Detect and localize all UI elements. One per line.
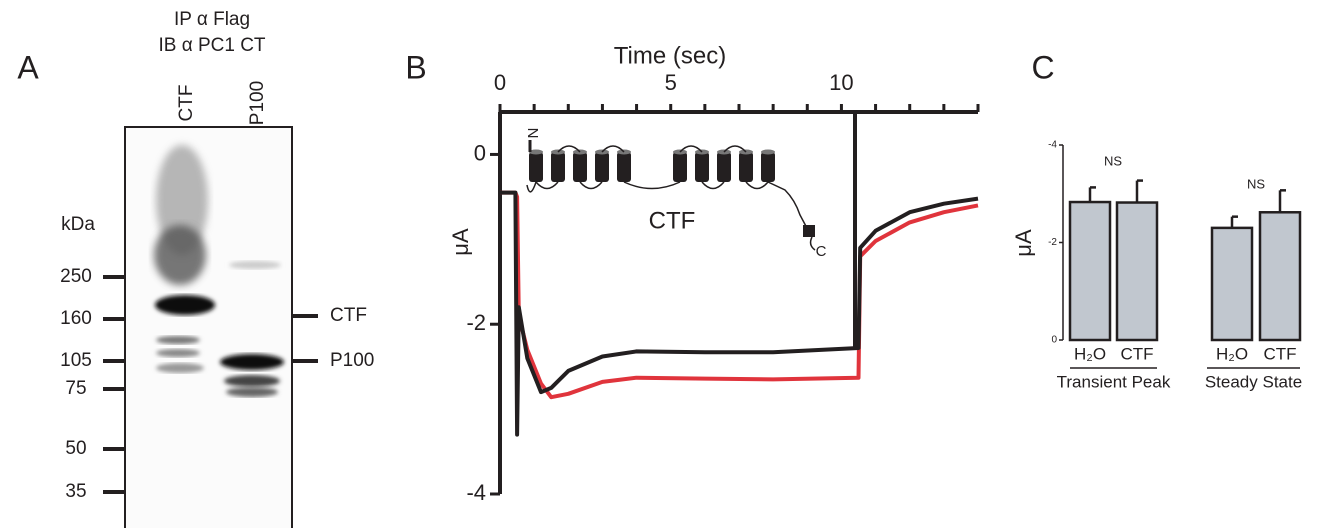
helix [717,152,731,182]
y-tick-label: -2 [466,310,486,335]
trace [500,190,979,437]
marker-label: 160 [60,308,92,329]
bar [1115,201,1159,342]
blot [124,126,293,528]
helix [529,152,543,182]
marker-label: 250 [60,266,92,287]
y-tick-label: 0 [474,140,486,165]
topology-inset [526,140,816,251]
marker-label: 35 [65,481,86,502]
group-label: Steady State [1205,372,1302,391]
helix-cap [761,149,775,155]
c-tail [809,236,816,251]
y-tick-label: -4 [466,480,486,505]
helix-cap [529,149,543,155]
helix [617,152,631,182]
marker-label: 105 [60,350,92,371]
inset-c: C [816,243,827,260]
x-tick-label: H₂O [1216,344,1248,363]
helix [551,152,565,182]
helix [673,152,687,182]
c-domain [803,225,815,237]
helix [739,152,753,182]
helix [573,152,587,182]
x-tick-label: 10 [829,70,853,95]
significance: NS [1104,153,1122,168]
marker-label: 75 [65,378,86,399]
helix [761,152,775,182]
trace [500,190,979,400]
panel-label: B [405,49,426,85]
panel-label: C [1031,49,1054,85]
y-tick-label: 0 [1051,335,1057,346]
blot-header: IB α PC1 CT [158,35,265,56]
group-label: Transient Peak [1057,372,1171,391]
x-tick-label: H₂O [1074,344,1106,363]
x-axis-title: Time (sec) [614,42,726,69]
x-tick-label: CTF [1120,344,1153,363]
blot-header: IP α Flag [174,9,250,30]
lane-label: CTF [176,85,197,122]
y-axis-title: μA [1011,229,1036,257]
significance: NS [1247,176,1265,191]
bar [1068,200,1112,342]
y-tick-label: -2 [1048,237,1057,248]
panel-label: A [17,49,39,85]
y-tick-label: -4 [1048,140,1057,151]
marker-label: 50 [65,438,86,459]
loops [526,145,809,231]
x-tick-label: 5 [665,70,677,95]
unit-label: kDa [61,214,95,235]
bar [1258,211,1302,342]
x-tick-label: CTF [1263,344,1296,363]
helix [595,152,609,182]
inset-n: N [524,128,541,139]
lane-label: P100 [247,81,268,125]
y-axis-title: μA [448,228,473,256]
bar [1210,226,1254,342]
inset-label: CTF [649,207,696,234]
x-tick-label: 0 [494,70,506,95]
band-label: CTF [330,305,367,326]
band-label: P100 [330,350,374,371]
helix [695,152,709,182]
